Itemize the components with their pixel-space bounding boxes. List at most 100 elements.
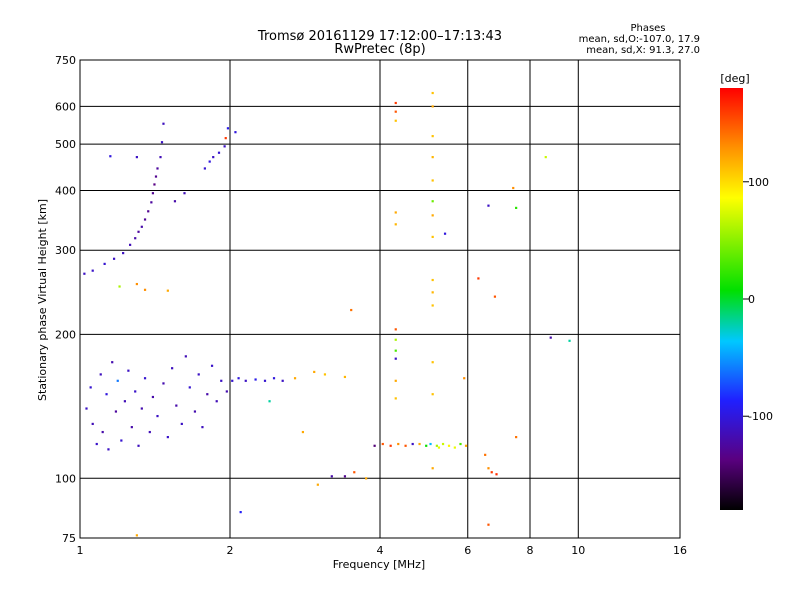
data-point [130, 426, 133, 429]
data-point [147, 210, 150, 213]
data-point [353, 471, 356, 474]
data-point [166, 289, 169, 292]
data-point [512, 186, 515, 190]
data-point [148, 430, 151, 434]
data-point [135, 156, 138, 159]
data-point [431, 156, 434, 159]
data-point [162, 382, 165, 385]
data-point [171, 367, 174, 370]
data-point [85, 407, 88, 410]
data-point [137, 230, 140, 233]
x-tick-label: 4 [377, 544, 384, 557]
data-point [487, 204, 490, 207]
data-point [429, 442, 432, 446]
data-point [184, 355, 187, 358]
data-point [484, 453, 487, 456]
data-point [431, 91, 434, 95]
data-point [453, 446, 456, 449]
y-axis-label: Stationary phase Virtual Height [km] [36, 199, 49, 401]
data-point [91, 422, 94, 426]
data-point [323, 373, 327, 376]
data-point [493, 295, 497, 298]
data-point [350, 308, 353, 312]
data-point [431, 361, 434, 364]
data-point [431, 235, 434, 239]
data-point [394, 328, 397, 331]
data-point [463, 377, 466, 380]
data-point [394, 223, 397, 226]
data-point [263, 379, 267, 382]
data-point [166, 435, 169, 439]
data-point [212, 156, 215, 159]
data-point [447, 444, 451, 447]
data-point [431, 304, 434, 307]
colorbar-tick-label: 0 [748, 293, 755, 306]
data-point [151, 395, 155, 399]
data-point [95, 442, 98, 446]
data-point [129, 243, 132, 246]
x-tick-label: 2 [227, 544, 234, 557]
y-tick-label: 100 [55, 472, 76, 485]
data-point [188, 386, 191, 389]
data-point [464, 444, 468, 447]
y-tick-label: 500 [55, 138, 76, 151]
colorbar [720, 88, 743, 510]
x-tick-label: 6 [464, 544, 471, 557]
y-tick-label: 200 [55, 328, 76, 341]
data-point [272, 377, 276, 380]
data-point [223, 145, 226, 148]
colorbar-ticks: 100 0 -100 [743, 176, 773, 423]
data-point [201, 426, 204, 429]
data-point [568, 339, 571, 342]
data-point [343, 375, 347, 379]
data-point [143, 218, 147, 221]
data-point [316, 483, 319, 486]
data-point [156, 167, 159, 170]
data-point [134, 237, 137, 240]
data-point [203, 167, 206, 170]
data-point [140, 407, 143, 410]
data-point [394, 119, 397, 122]
data-point [431, 179, 434, 182]
data-point [206, 393, 209, 396]
data-point [544, 156, 547, 159]
data-point [381, 442, 384, 446]
data-point [153, 183, 156, 186]
data-point [220, 379, 223, 382]
data-point [183, 192, 186, 195]
data-point [431, 214, 434, 217]
data-point [137, 444, 140, 447]
y-axis-ticks: 75 100 200 300 400 500 600 750 [55, 54, 76, 545]
x-tick-label: 16 [673, 544, 687, 557]
data-point [343, 475, 347, 478]
data-point [234, 131, 237, 134]
data-point [197, 373, 200, 376]
data-points [83, 91, 571, 537]
data-point [208, 160, 211, 163]
data-point [404, 444, 407, 447]
data-point [244, 379, 247, 382]
colorbar-label: [deg] [720, 72, 749, 85]
chart-title: Tromsø 20161129 17:12:00–17:13:43 [257, 29, 502, 44]
data-point [114, 410, 118, 413]
data-point [281, 379, 284, 382]
data-point [162, 122, 165, 125]
x-tick-label: 10 [571, 544, 585, 557]
data-point [487, 523, 490, 526]
data-point [107, 448, 110, 451]
data-point [425, 444, 428, 447]
data-point [418, 442, 421, 446]
data-point [411, 442, 414, 446]
y-tick-label: 400 [55, 184, 76, 197]
data-point [120, 439, 123, 442]
data-point [431, 291, 434, 294]
data-point [143, 377, 147, 380]
data-point [225, 390, 228, 393]
y-tick-label: 75 [62, 532, 76, 545]
chart-subtitle: RwPretec (8p) [334, 42, 425, 57]
data-point [134, 390, 137, 393]
data-point [135, 282, 138, 286]
data-point [150, 201, 153, 204]
data-point [394, 338, 397, 341]
data-point [193, 410, 197, 413]
